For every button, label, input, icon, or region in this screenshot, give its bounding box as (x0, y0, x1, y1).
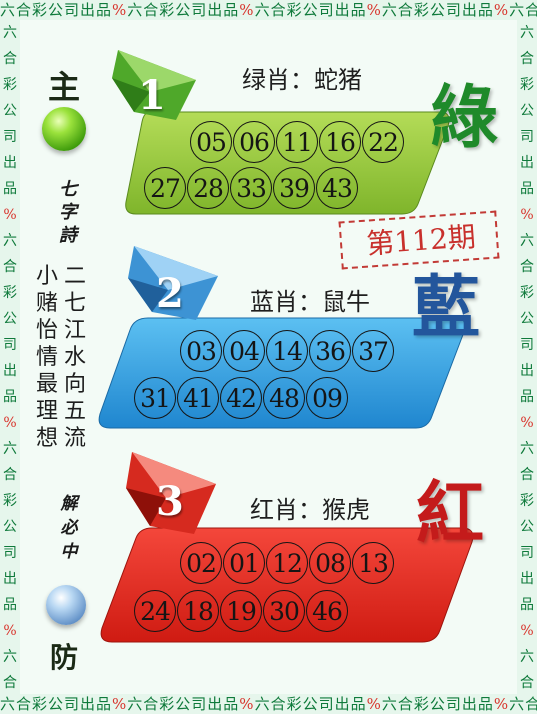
panel-3-zodiac: 红肖：猴虎 (250, 496, 370, 524)
panel-2-big-char: 藍 (412, 268, 481, 348)
issue-stamp: 第112期 (338, 210, 500, 270)
panel-1-zodiac: 绿肖：蛇猪 (242, 66, 362, 94)
border-left: 六合彩公司出品%六合彩公司出品%六合彩公司出品%六合彩公司出品% (0, 20, 20, 694)
number-ball: 41 (177, 377, 219, 419)
number-ball: 14 (266, 330, 308, 372)
number-ball: 28 (187, 167, 229, 209)
number-ball: 08 (309, 542, 351, 584)
number-ball: 31 (134, 377, 176, 419)
number-ball: 01 (223, 542, 265, 584)
number-ball: 18 (177, 590, 219, 632)
panel-3-numbers-row-2: 24 18 19 30 46 (134, 590, 349, 632)
main-label: 主 (48, 68, 81, 106)
green-ball-icon (42, 107, 86, 151)
number-ball: 12 (266, 542, 308, 584)
number-ball: 06 (233, 121, 275, 163)
number-ball: 22 (362, 121, 404, 163)
panel-2-zodiac: 蓝肖：鼠牛 (250, 288, 370, 316)
number-ball: 05 (190, 121, 232, 163)
number-ball: 48 (263, 377, 305, 419)
panel-3-numbers-row-1: 02 01 12 08 13 (180, 542, 395, 584)
border-right: 六合彩公司出品%六合彩公司出品%六合彩公司出品%六合彩公司出品% (517, 20, 537, 694)
panel-2-rank: 2 (156, 270, 184, 317)
panel-2-numbers-row-1: 03 04 14 36 37 (180, 330, 395, 372)
border-top: 六合彩公司出品%六合彩公司出品%六合彩公司出品%六合彩公司出品%六合彩公司出品%… (0, 0, 537, 20)
number-ball: 19 (220, 590, 262, 632)
number-ball: 03 (180, 330, 222, 372)
number-ball: 11 (276, 121, 318, 163)
number-ball: 43 (316, 167, 358, 209)
panel-1-numbers-row-2: 27 28 33 39 43 (144, 167, 359, 209)
border-bottom: 六合彩公司出品%六合彩公司出品%六合彩公司出品%六合彩公司出品%六合彩公司出品%… (0, 694, 537, 714)
panel-1-rank: 1 (138, 72, 166, 119)
number-ball: 46 (306, 590, 348, 632)
panel-3-rank: 3 (156, 478, 184, 525)
panel-2-numbers-row-2: 31 41 42 48 09 (134, 377, 349, 419)
number-ball: 39 (273, 167, 315, 209)
panel-1-numbers-row-1: 05 06 11 16 22 (190, 121, 405, 163)
number-ball: 24 (134, 590, 176, 632)
number-ball: 04 (223, 330, 265, 372)
number-ball: 27 (144, 167, 186, 209)
panel-3-big-char: 紅 (416, 474, 485, 554)
number-ball: 36 (309, 330, 351, 372)
number-ball: 02 (180, 542, 222, 584)
number-ball: 37 (352, 330, 394, 372)
poem-line-1: 小赌怡情最理想 (36, 264, 59, 451)
number-ball: 42 (220, 377, 262, 419)
number-ball: 16 (319, 121, 361, 163)
poem-label: 七字詩 (59, 179, 77, 246)
guard-label: 防 (50, 641, 79, 674)
number-ball: 09 (306, 377, 348, 419)
number-ball: 33 (230, 167, 272, 209)
blue-ball-icon (46, 585, 86, 625)
number-ball: 30 (263, 590, 305, 632)
poem-line-2: 二七江水向五流 (64, 264, 87, 451)
tip-label: 解必中 (60, 494, 78, 562)
number-ball: 13 (352, 542, 394, 584)
panel-1-big-char: 綠 (430, 78, 499, 158)
